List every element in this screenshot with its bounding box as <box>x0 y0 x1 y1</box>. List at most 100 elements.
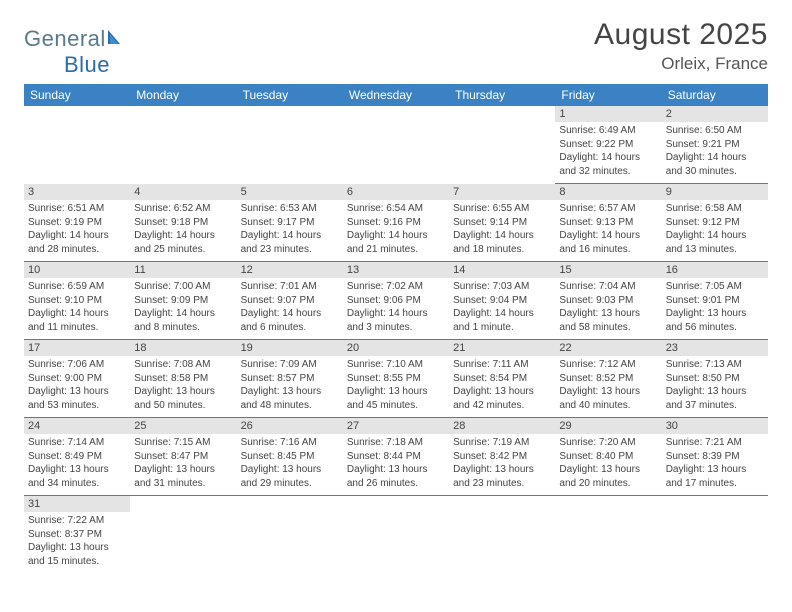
location: Orleix, France <box>594 54 768 74</box>
calendar-cell: 19 Sunrise: 7:09 AMSunset: 8:57 PMDayligh… <box>237 340 343 418</box>
day-number: 28 <box>449 418 555 434</box>
calendar-cell: 18 Sunrise: 7:08 AMSunset: 8:58 PMDayligh… <box>130 340 236 418</box>
day-number: 25 <box>130 418 236 434</box>
calendar-cell: 3 Sunrise: 6:51 AMSunset: 9:19 PMDaylight… <box>24 184 130 262</box>
day-info: Sunrise: 6:59 AMSunset: 9:10 PMDaylight:… <box>28 280 126 334</box>
day-info: Sunrise: 6:49 AMSunset: 9:22 PMDaylight:… <box>559 124 657 178</box>
sail-icon <box>106 26 128 52</box>
day-info: Sunrise: 6:58 AMSunset: 9:12 PMDaylight:… <box>666 202 764 256</box>
calendar-row: 1 Sunrise: 6:49 AMSunset: 9:22 PMDaylight… <box>24 106 768 184</box>
day-info: Sunrise: 6:53 AMSunset: 9:17 PMDaylight:… <box>241 202 339 256</box>
day-number: 2 <box>662 106 768 122</box>
calendar-cell: 29Sunrise: 7:20 AMSunset: 8:40 PMDayligh… <box>555 418 661 496</box>
day-info: Sunrise: 7:10 AMSunset: 8:55 PMDaylight:… <box>347 358 445 412</box>
brand-part1: General <box>24 26 106 51</box>
day-number: 16 <box>662 262 768 278</box>
day-info: Sunrise: 7:14 AMSunset: 8:49 PMDaylight:… <box>28 436 126 490</box>
calendar-cell: 15Sunrise: 7:04 AMSunset: 9:03 PMDayligh… <box>555 262 661 340</box>
day-info: Sunrise: 6:54 AMSunset: 9:16 PMDaylight:… <box>347 202 445 256</box>
day-number: 17 <box>24 340 130 356</box>
day-info: Sunrise: 7:09 AMSunset: 8:57 PMDaylight:… <box>241 358 339 412</box>
calendar-cell: 12 Sunrise: 7:01 AMSunset: 9:07 PMDayligh… <box>237 262 343 340</box>
day-info: Sunrise: 7:16 AMSunset: 8:45 PMDaylight:… <box>241 436 339 490</box>
day-number: 6 <box>343 184 449 200</box>
calendar-cell: 17 Sunrise: 7:06 AMSunset: 9:00 PMDayligh… <box>24 340 130 418</box>
day-number: 3 <box>24 184 130 200</box>
day-number: 12 <box>237 262 343 278</box>
day-number: 5 <box>237 184 343 200</box>
day-info: Sunrise: 7:04 AMSunset: 9:03 PMDaylight:… <box>559 280 657 334</box>
calendar-cell: 4Sunrise: 6:52 AMSunset: 9:18 PMDaylight… <box>130 184 236 262</box>
day-number: 4 <box>130 184 236 200</box>
day-info: Sunrise: 7:01 AMSunset: 9:07 PMDaylight:… <box>241 280 339 334</box>
day-info: Sunrise: 7:21 AMSunset: 8:39 PMDaylight:… <box>666 436 764 490</box>
day-number: 30 <box>662 418 768 434</box>
calendar-cell: 24 Sunrise: 7:14 AMSunset: 8:49 PMDayligh… <box>24 418 130 496</box>
brand-logo: General Blue <box>24 26 128 78</box>
calendar-cell: 2 Sunrise: 6:50 AMSunset: 9:21 PMDaylight… <box>662 106 768 184</box>
day-number: 7 <box>449 184 555 200</box>
day-info: Sunrise: 7:08 AMSunset: 8:58 PMDaylight:… <box>134 358 232 412</box>
calendar-row: 17 Sunrise: 7:06 AMSunset: 9:00 PMDayligh… <box>24 340 768 418</box>
day-number: 23 <box>662 340 768 356</box>
calendar-cell: 13Sunrise: 7:02 AMSunset: 9:06 PMDayligh… <box>343 262 449 340</box>
calendar-row: 24 Sunrise: 7:14 AMSunset: 8:49 PMDayligh… <box>24 418 768 496</box>
weekday-header: Saturday <box>662 84 768 106</box>
calendar-cell <box>24 106 130 184</box>
day-number: 22 <box>555 340 661 356</box>
day-info: Sunrise: 7:03 AMSunset: 9:04 PMDaylight:… <box>453 280 551 334</box>
calendar-cell: 26 Sunrise: 7:16 AMSunset: 8:45 PMDayligh… <box>237 418 343 496</box>
header: General Blue August 2025 Orleix, France <box>24 18 768 78</box>
weekday-header: Monday <box>130 84 236 106</box>
weekday-header: Sunday <box>24 84 130 106</box>
day-info: Sunrise: 7:20 AMSunset: 8:40 PMDaylight:… <box>559 436 657 490</box>
day-number: 26 <box>237 418 343 434</box>
brand-part2: Blue <box>64 52 110 77</box>
calendar-cell: 25 Sunrise: 7:15 AMSunset: 8:47 PMDayligh… <box>130 418 236 496</box>
weekday-header: Tuesday <box>237 84 343 106</box>
day-info: Sunrise: 7:02 AMSunset: 9:06 PMDaylight:… <box>347 280 445 334</box>
day-info: Sunrise: 7:22 AMSunset: 8:37 PMDaylight:… <box>28 514 126 568</box>
calendar-cell: 20 Sunrise: 7:10 AMSunset: 8:55 PMDayligh… <box>343 340 449 418</box>
day-number: 19 <box>237 340 343 356</box>
day-info: Sunrise: 6:50 AMSunset: 9:21 PMDaylight:… <box>666 124 764 178</box>
day-number: 8 <box>555 184 661 200</box>
calendar-cell <box>449 106 555 184</box>
calendar-cell: 14Sunrise: 7:03 AMSunset: 9:04 PMDayligh… <box>449 262 555 340</box>
day-info: Sunrise: 7:06 AMSunset: 9:00 PMDaylight:… <box>28 358 126 412</box>
calendar-cell: 22Sunrise: 7:12 AMSunset: 8:52 PMDayligh… <box>555 340 661 418</box>
calendar-cell <box>343 106 449 184</box>
calendar-cell <box>343 496 449 578</box>
calendar-row: 3 Sunrise: 6:51 AMSunset: 9:19 PMDaylight… <box>24 184 768 262</box>
day-number: 21 <box>449 340 555 356</box>
weekday-header: Friday <box>555 84 661 106</box>
calendar-cell: 9 Sunrise: 6:58 AMSunset: 9:12 PMDaylight… <box>662 184 768 262</box>
day-info: Sunrise: 7:13 AMSunset: 8:50 PMDaylight:… <box>666 358 764 412</box>
calendar-cell <box>555 496 661 578</box>
day-number: 27 <box>343 418 449 434</box>
day-info: Sunrise: 6:51 AMSunset: 9:19 PMDaylight:… <box>28 202 126 256</box>
title-block: August 2025 Orleix, France <box>594 18 768 74</box>
day-info: Sunrise: 6:55 AMSunset: 9:14 PMDaylight:… <box>453 202 551 256</box>
calendar-cell: 5 Sunrise: 6:53 AMSunset: 9:17 PMDaylight… <box>237 184 343 262</box>
day-info: Sunrise: 7:18 AMSunset: 8:44 PMDaylight:… <box>347 436 445 490</box>
brand-name: General Blue <box>24 26 128 78</box>
calendar-cell: 21Sunrise: 7:11 AMSunset: 8:54 PMDayligh… <box>449 340 555 418</box>
calendar-cell: 23 Sunrise: 7:13 AMSunset: 8:50 PMDayligh… <box>662 340 768 418</box>
weekday-header-row: Sunday Monday Tuesday Wednesday Thursday… <box>24 84 768 106</box>
weekday-header: Wednesday <box>343 84 449 106</box>
day-number: 10 <box>24 262 130 278</box>
weekday-header: Thursday <box>449 84 555 106</box>
day-info: Sunrise: 7:19 AMSunset: 8:42 PMDaylight:… <box>453 436 551 490</box>
day-info: Sunrise: 7:15 AMSunset: 8:47 PMDaylight:… <box>134 436 232 490</box>
calendar-cell <box>449 496 555 578</box>
day-number: 18 <box>130 340 236 356</box>
calendar-cell: 11Sunrise: 7:00 AMSunset: 9:09 PMDayligh… <box>130 262 236 340</box>
day-number: 9 <box>662 184 768 200</box>
day-number: 24 <box>24 418 130 434</box>
calendar-cell <box>130 106 236 184</box>
day-number: 1 <box>555 106 661 122</box>
day-number: 20 <box>343 340 449 356</box>
calendar-row: 10 Sunrise: 6:59 AMSunset: 9:10 PMDayligh… <box>24 262 768 340</box>
calendar-cell <box>130 496 236 578</box>
